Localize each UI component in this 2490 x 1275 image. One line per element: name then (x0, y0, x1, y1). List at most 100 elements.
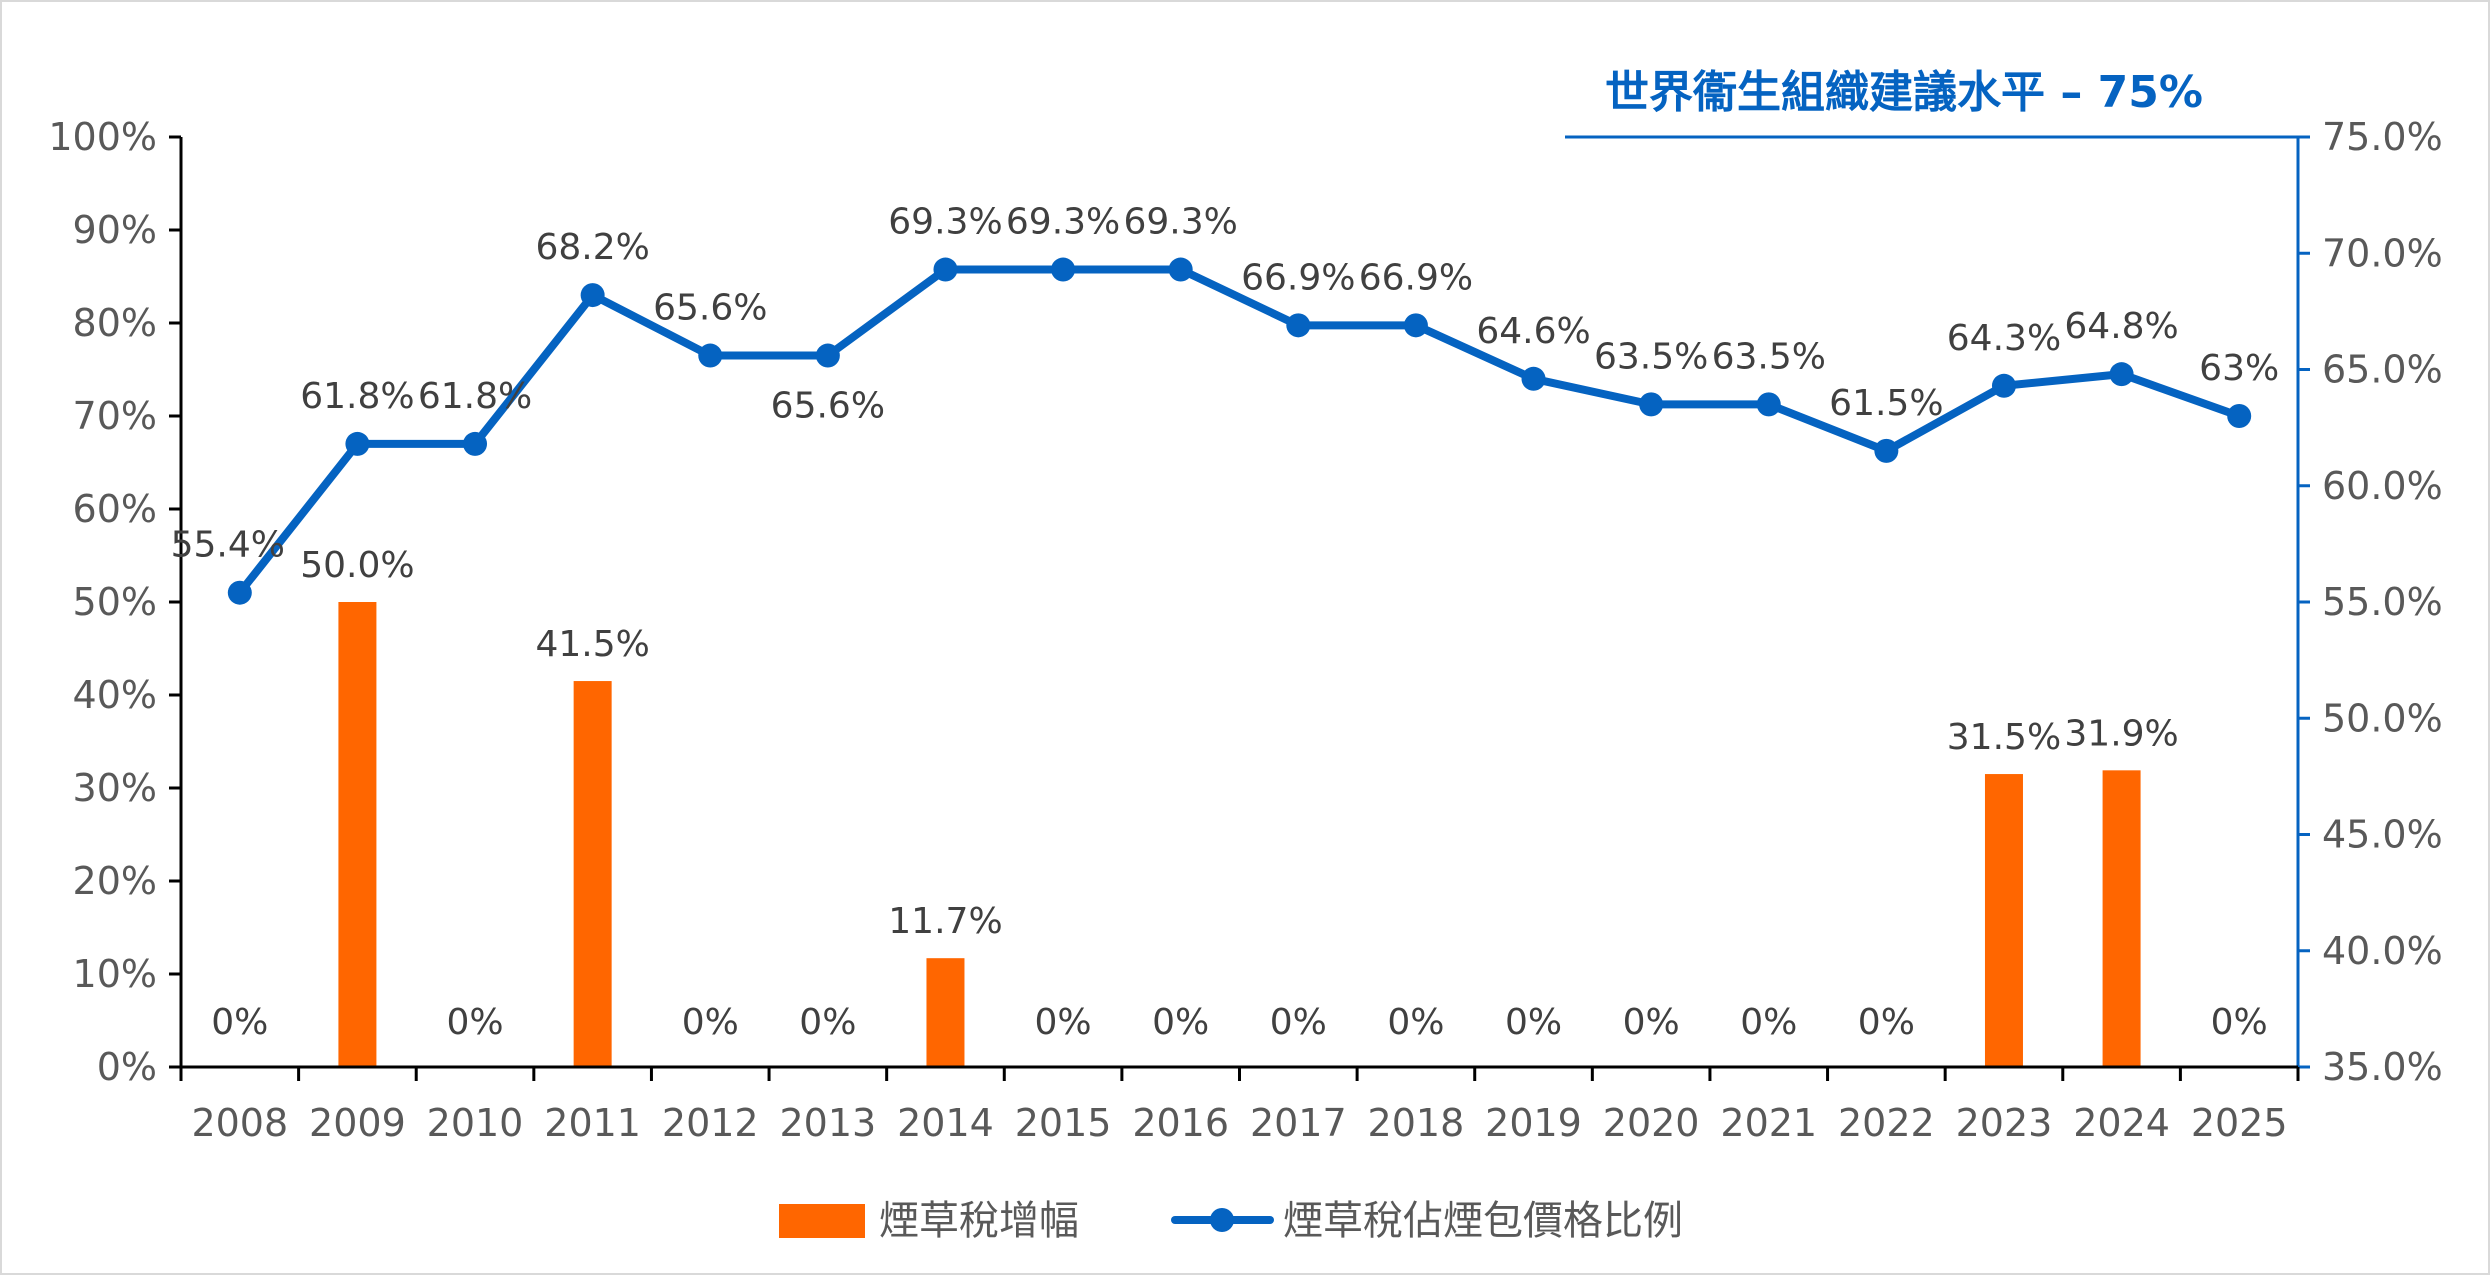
left-tick-label-5: 50% (73, 580, 157, 624)
x-tick-label-2022: 2022 (1838, 1101, 1935, 1145)
bar-label-2025: 0% (2211, 1002, 2268, 1043)
x-tick-label-2015: 2015 (1015, 1101, 1112, 1145)
line-point-2018 (1403, 313, 1428, 338)
line-label-2019: 64.6% (1476, 311, 1590, 352)
left-tick-label-4: 40% (73, 673, 157, 717)
bar-2023 (1984, 774, 2023, 1067)
line-label-2013: 65.6% (771, 386, 885, 427)
line-label-2023: 64.3% (1947, 318, 2061, 359)
reference-line-group: 世界衞生組織建議水平 – 75% (1565, 67, 2298, 139)
line-point-2015 (1051, 257, 1076, 282)
line-point-2017 (1286, 313, 1311, 338)
line-label-2022: 61.5% (1829, 383, 1943, 424)
bar-2024 (2102, 770, 2141, 1067)
bar-series (338, 602, 2141, 1067)
bar-label-2012: 0% (682, 1002, 739, 1043)
bar-label-2023: 31.5% (1947, 717, 2061, 758)
x-tick-label-2010: 2010 (427, 1101, 524, 1145)
x-tick-label-2020: 2020 (1603, 1101, 1700, 1145)
line-label-2020: 63.5% (1594, 336, 1708, 377)
bar-label-2008: 0% (211, 1002, 268, 1043)
line-point-2016 (1168, 257, 1193, 282)
line-point-2024 (2109, 362, 2134, 387)
legend-label-bar: 煙草稅增幅 (879, 1198, 1079, 1244)
line-label-2017: 66.9% (1241, 257, 1355, 298)
left-tick-label-0: 0% (97, 1045, 157, 1089)
left-tick-label-6: 60% (73, 487, 157, 531)
bar-label-2021: 0% (1740, 1002, 1797, 1043)
left-tick-label-7: 70% (73, 394, 157, 438)
line-label-2015: 69.3% (1006, 202, 1120, 243)
line-label-2025: 63% (2199, 348, 2279, 389)
line-point-2019 (1521, 366, 1546, 391)
left-tick-label-8: 80% (73, 301, 157, 345)
right-tick-label-4: 55.0% (2322, 580, 2443, 624)
line-point-2025 (2227, 404, 2252, 428)
bar-label-2013: 0% (799, 1002, 856, 1043)
right-tick-label-7: 70.0% (2322, 231, 2443, 275)
bar-label-2017: 0% (1270, 1002, 1327, 1043)
right-tick-label-1: 40.0% (2322, 929, 2443, 973)
x-tick-label-2016: 2016 (1132, 1101, 1229, 1145)
line-point-2012 (698, 343, 723, 368)
line-label-2009: 61.8% (300, 376, 414, 417)
line-point-2009 (345, 431, 370, 456)
axes: 0% 10% 20% 30% 40% 50% 60% 70% 80% 90% 100% 35.0% 40… (48, 115, 2442, 1145)
line-label-2021: 63.5% (1712, 336, 1826, 377)
bar-label-2020: 0% (1623, 1002, 1680, 1043)
x-tick-label-2012: 2012 (662, 1101, 759, 1145)
bar-label-2022: 0% (1858, 1002, 1915, 1043)
reference-line-label: 世界衞生組織建議水平 – 75% (1605, 67, 2203, 118)
x-tick-label-2011: 2011 (544, 1101, 641, 1145)
line-point-2013 (815, 343, 840, 368)
bar-label-2009: 50.0% (300, 545, 414, 586)
left-tick-label-1: 10% (73, 952, 157, 996)
legend-label-line: 煙草稅佔煙包價格比例 (1283, 1198, 1683, 1244)
x-tick-label-2008: 2008 (191, 1101, 288, 1145)
line-label-2018: 66.9% (1359, 257, 1473, 298)
bar-label-2019: 0% (1505, 1002, 1562, 1043)
line-point-2023 (1991, 373, 2016, 398)
line-point-2022 (1874, 438, 1899, 463)
bar-label-2010: 0% (446, 1002, 503, 1043)
bar-2011 (573, 681, 612, 1067)
x-tick-label-2019: 2019 (1485, 1101, 1582, 1145)
x-tick-label-2018: 2018 (1368, 1101, 1465, 1145)
line-point-2008 (227, 580, 252, 605)
left-tick-label-9: 90% (73, 208, 157, 252)
legend-swatch-bar (779, 1204, 865, 1238)
right-tick-label-5: 60.0% (2322, 464, 2443, 508)
line-point-2014 (933, 257, 958, 282)
line-label-2024: 64.8% (2064, 306, 2178, 347)
bar-label-2016: 0% (1152, 1002, 1209, 1043)
legend: 煙草稅增幅 煙草稅佔煙包價格比例 (779, 1198, 1683, 1244)
line-label-2010: 61.8% (418, 376, 532, 417)
x-tick-label-2021: 2021 (1720, 1101, 1817, 1145)
right-tick-label-6: 65.0% (2322, 348, 2443, 392)
line-label-2014: 69.3% (888, 202, 1002, 243)
x-tick-label-2014: 2014 (897, 1101, 994, 1145)
line-label-2008: 55.4% (171, 525, 285, 566)
right-tick-label-2: 45.0% (2322, 813, 2443, 857)
line-series (227, 257, 2252, 605)
bar-label-2018: 0% (1387, 1002, 1444, 1043)
x-tick-label-2025: 2025 (2191, 1101, 2288, 1145)
bar-label-2024: 31.9% (2064, 713, 2178, 754)
line-label-2016: 69.3% (1124, 202, 1238, 243)
bar-label-2014: 11.7% (888, 901, 1002, 942)
data-labels: 0% 50.0% 0% 41.5% 0% 0% 11.7% 0% 0% 0% 0% 0% 0% 0% 0% 3… (171, 202, 2280, 1043)
line-label-2012: 65.6% (653, 288, 767, 329)
bar-2014 (926, 958, 965, 1067)
x-tick-label-2017: 2017 (1250, 1101, 1347, 1145)
line-point-2020 (1639, 392, 1664, 417)
x-tick-label-2023: 2023 (1956, 1101, 2053, 1145)
line-point-2010 (463, 431, 488, 456)
line-point-2011 (580, 283, 605, 308)
left-tick-label-2: 20% (73, 859, 157, 903)
line-point-2021 (1756, 392, 1781, 417)
right-tick-label-3: 50.0% (2322, 696, 2443, 740)
x-tick-label-2013: 2013 (780, 1101, 877, 1145)
legend-swatch-marker (1210, 1208, 1234, 1232)
